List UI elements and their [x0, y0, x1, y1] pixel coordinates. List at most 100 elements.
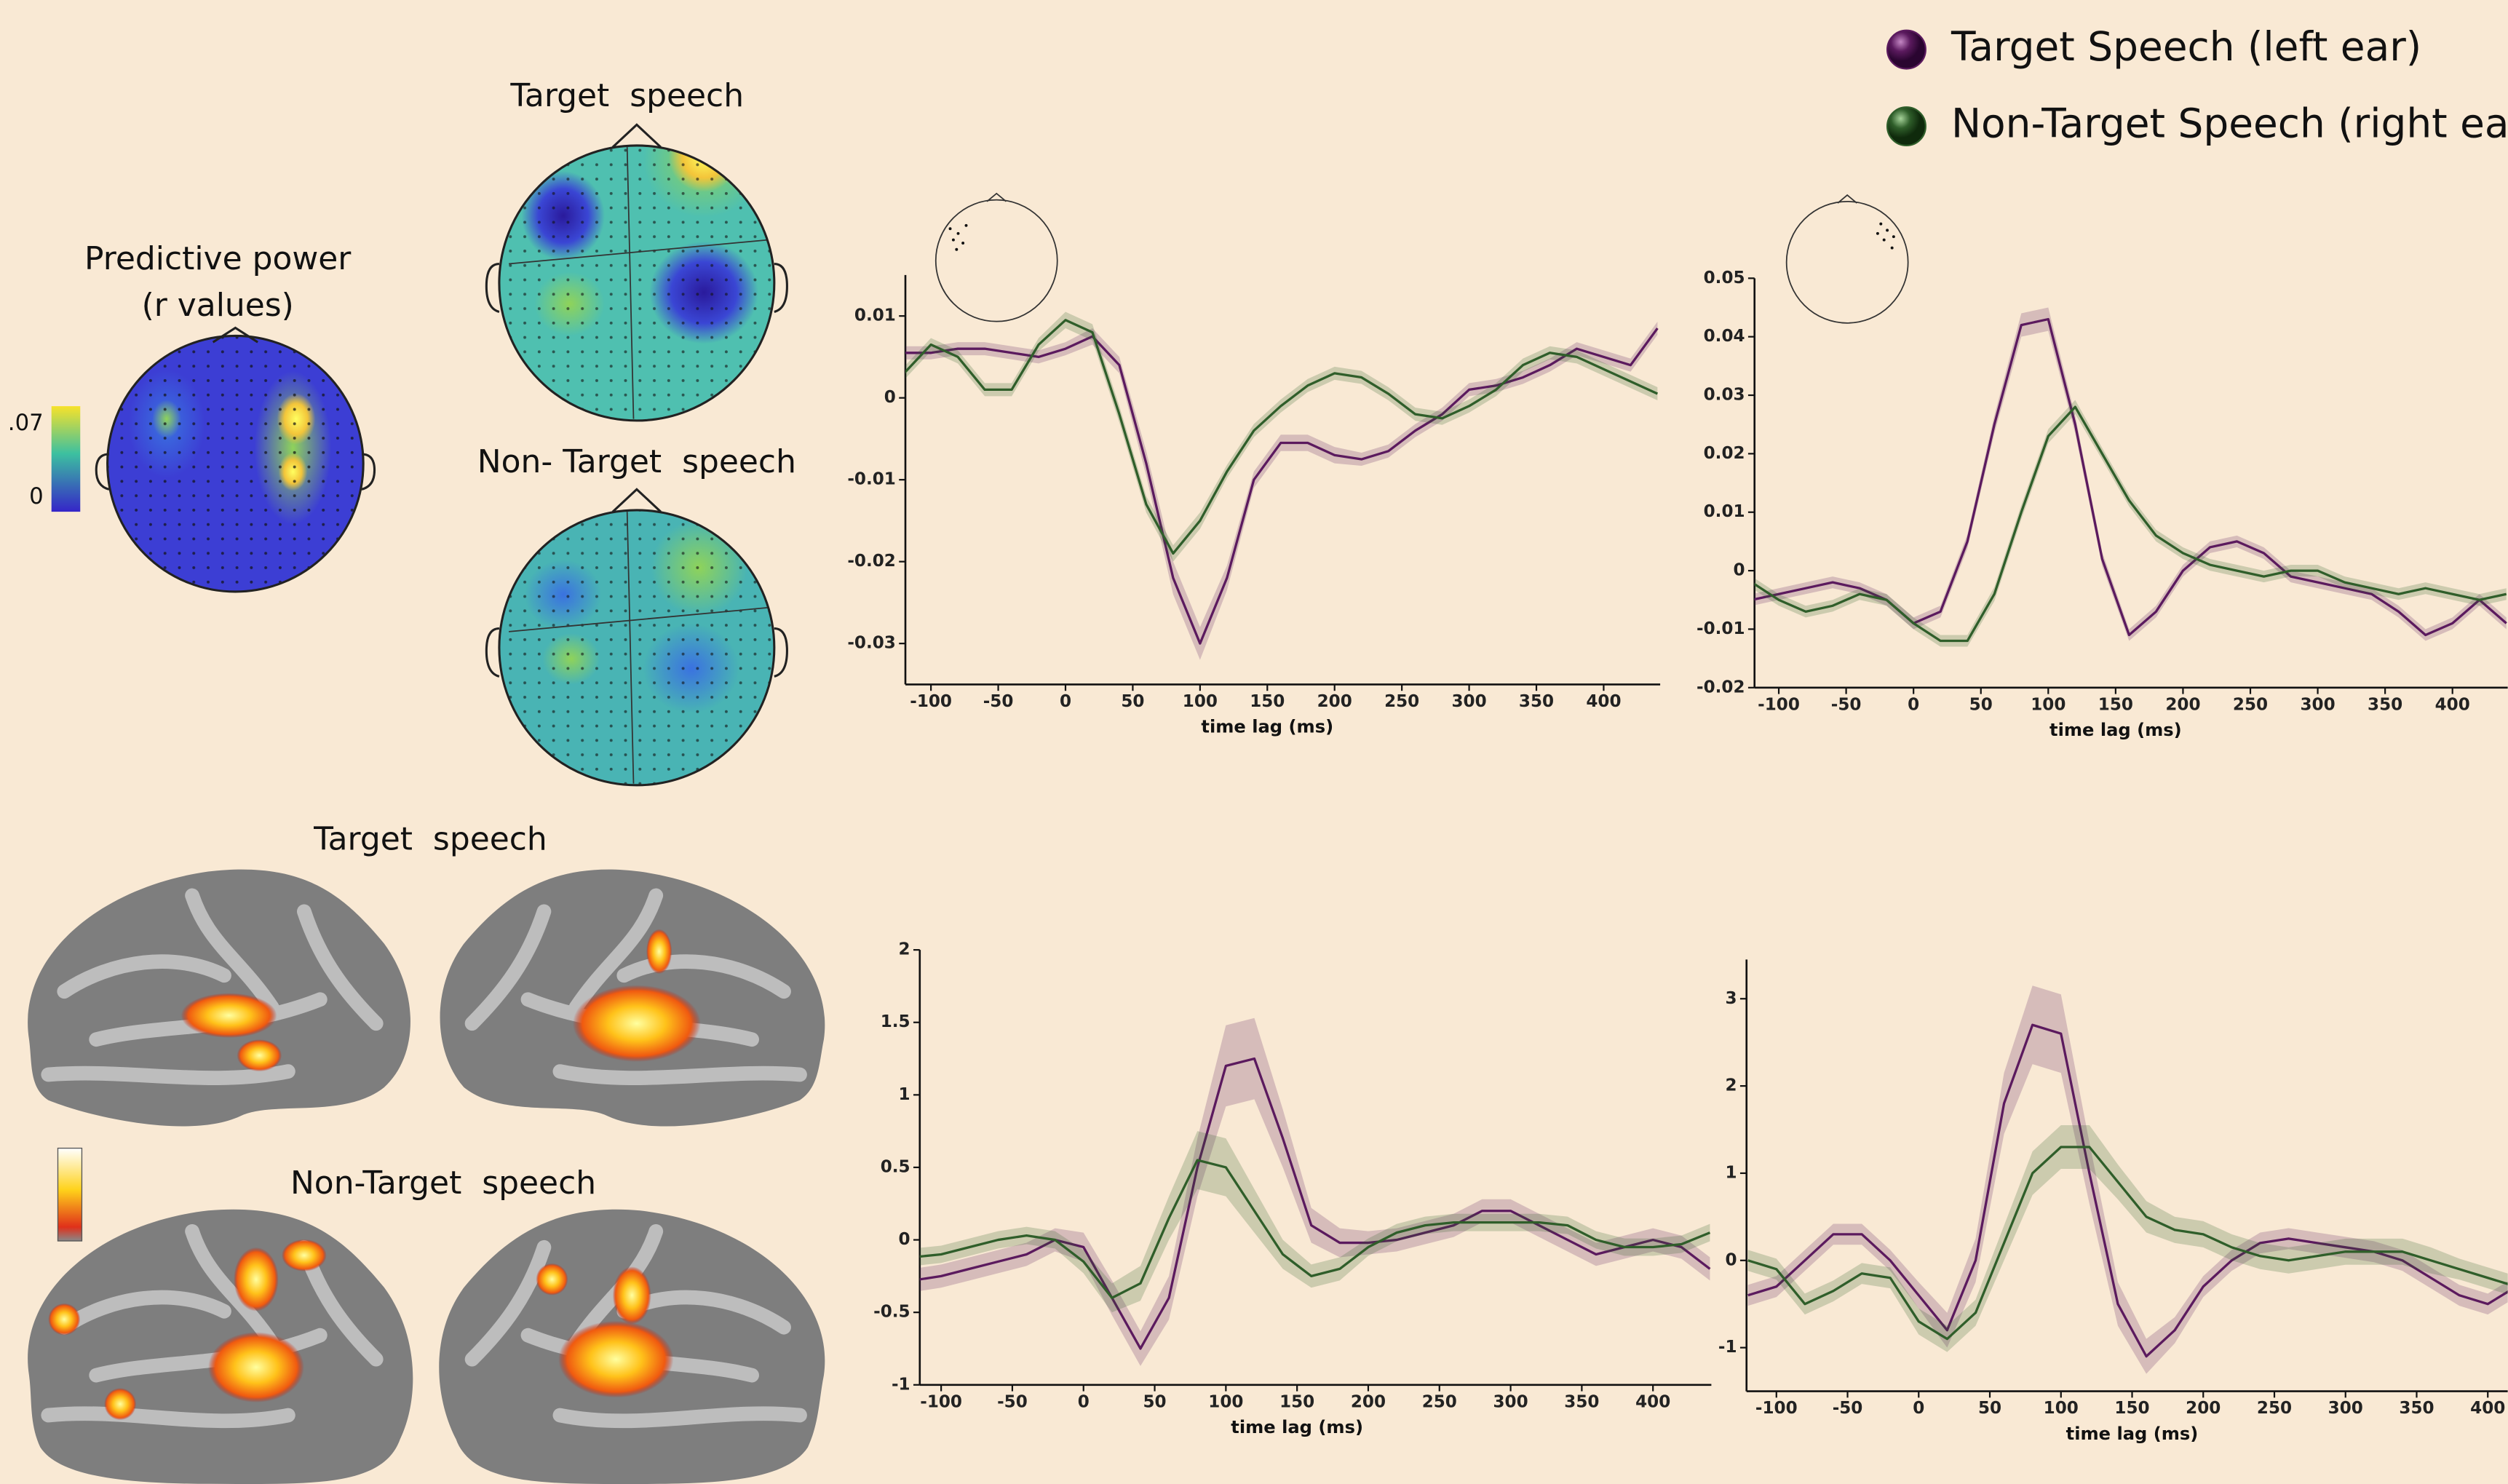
x-tick-label: 0 — [1913, 1399, 1924, 1418]
scalp-map — [499, 510, 774, 785]
figure: Predictive power (r values) Target speec… — [0, 0, 2508, 1484]
x-tick-label: 400 — [2435, 695, 2470, 714]
x-tick-label: 100 — [1208, 1392, 1243, 1411]
x-tick-label: 100 — [2044, 1399, 2079, 1418]
x-tick-label: -50 — [983, 692, 1014, 711]
plot-area — [913, 1018, 1710, 1366]
x-tick-label: 250 — [1384, 692, 1419, 711]
x-tick-label: -100 — [1755, 1399, 1798, 1418]
x-tick-label: -100 — [920, 1392, 962, 1411]
y-tick-label: 0.03 — [1704, 386, 1745, 405]
x-tick-label: 0 — [1078, 1392, 1090, 1411]
brain-title: Target speech — [313, 821, 547, 858]
series-line — [913, 1059, 1710, 1349]
x-tick-label: 300 — [2328, 1399, 2363, 1418]
brain-surface — [28, 870, 410, 1127]
x-tick-label: -100 — [1758, 695, 1800, 714]
y-tick-label: 2 — [899, 940, 910, 959]
scalp-map — [108, 336, 364, 592]
x-tick-label: 350 — [1519, 692, 1554, 711]
x-tick-label: 300 — [1493, 1392, 1528, 1411]
legend-marker — [1887, 31, 1926, 69]
y-tick-label: 1 — [1725, 1163, 1737, 1182]
y-tick-label: 1.5 — [881, 1012, 910, 1031]
colorbar — [57, 1148, 82, 1241]
topomap-title: (r values) — [142, 287, 294, 324]
x-tick-label: 0 — [1060, 692, 1071, 711]
line-chart: -100 -50 0 50 100 150 200 250 300 350 400 2 1.5 1 0.5 0… — [873, 940, 1711, 1437]
legend-marker — [1887, 107, 1926, 146]
electrode-icon — [936, 194, 1908, 323]
plot-area — [1748, 985, 2508, 1373]
x-tick-label: 50 — [1969, 695, 1993, 714]
y-tick-label: 0 — [884, 388, 896, 407]
x-tick-label: -100 — [910, 692, 952, 711]
x-tick-label: -50 — [997, 1392, 1028, 1411]
y-tick-label: -0.02 — [847, 552, 895, 571]
page: Predictive power (r values) Target speec… — [0, 0, 2508, 1484]
target-topomap: Target speech — [486, 77, 787, 421]
x-axis-label: time lag (ms) — [2066, 1424, 2199, 1444]
x-tick-label: 50 — [1121, 692, 1144, 711]
colorbar-tick-label: .07 — [8, 410, 44, 436]
x-tick-label: 350 — [1564, 1392, 1599, 1411]
y-tick-label: 3 — [1725, 989, 1737, 1008]
y-tick-label: -1 — [892, 1375, 910, 1394]
y-tick-label: 0 — [1725, 1250, 1737, 1269]
y-tick-label: -0.01 — [847, 470, 895, 489]
predictive-topomap: Predictive power (r values) — [52, 240, 375, 592]
x-tick-label: 400 — [1586, 692, 1621, 711]
x-tick-label: 250 — [2257, 1399, 2292, 1418]
plot-area — [904, 312, 1657, 660]
x-tick-label: 400 — [1635, 1392, 1670, 1411]
x-tick-label: 300 — [1452, 692, 1487, 711]
error-band — [904, 322, 1657, 660]
x-tick-label: -50 — [1831, 695, 1862, 714]
scalp-map — [499, 103, 774, 421]
brain-surface — [440, 870, 825, 1127]
y-tick-label: 0.04 — [1704, 327, 1745, 346]
x-tick-label: 350 — [2368, 695, 2402, 714]
topomap-title: Predictive power — [84, 240, 352, 277]
x-tick-label: 250 — [1422, 1392, 1457, 1411]
line-chart: -100-500501001502002503003504000.050.040… — [1697, 269, 2508, 740]
x-tick-label: 50 — [1978, 1399, 2001, 1418]
colorbar — [52, 406, 81, 512]
x-tick-label: 400 — [2470, 1399, 2505, 1418]
plot-area — [1752, 307, 2507, 646]
error-band — [913, 1018, 1710, 1366]
nontarget-topomap: Non- Target speech — [477, 443, 796, 785]
y-tick-label: 0.05 — [1704, 269, 1745, 287]
x-tick-label: 200 — [1317, 692, 1352, 711]
x-axis-label: time lag (ms) — [1231, 1417, 1363, 1437]
x-tick-label: 200 — [2165, 695, 2200, 714]
y-tick-label: 0.01 — [1704, 502, 1745, 521]
colorbar-tick-label: 0 — [29, 483, 44, 509]
x-tick-label: 150 — [1279, 1392, 1314, 1411]
x-tick-label: 300 — [2300, 695, 2335, 714]
topomap-title: Non- Target speech — [477, 443, 796, 480]
y-tick-label: 0.01 — [854, 306, 896, 325]
y-tick-label: 1 — [899, 1085, 910, 1104]
x-tick-label: 150 — [1250, 692, 1285, 711]
topomap-title: Target speech — [509, 77, 744, 114]
x-tick-label: 100 — [1183, 692, 1218, 711]
x-tick-label: 50 — [1143, 1392, 1166, 1411]
y-tick-label: 0.02 — [1704, 444, 1745, 463]
y-tick-label: 2 — [1725, 1076, 1737, 1095]
y-tick-label: 0.5 — [881, 1157, 910, 1176]
legend-label: Non-Target Speech (right ear) — [1951, 100, 2508, 147]
y-tick-label: -0.02 — [1697, 678, 1745, 697]
y-tick-label: -0.5 — [873, 1303, 910, 1322]
x-tick-label: 200 — [1351, 1392, 1386, 1411]
x-tick-label: 150 — [2098, 695, 2133, 714]
brain-surface — [439, 1210, 825, 1484]
line-chart: -100 -50 0 50 100 150 200 250 300 350 400 0.01 0 -0.0… — [847, 275, 1660, 737]
brain-title: Non-Target speech — [290, 1164, 596, 1202]
brain-panel: Target speech Non-Target speech — [28, 821, 825, 1484]
y-tick-label: -0.01 — [1697, 619, 1745, 638]
y-tick-label: -1 — [1718, 1338, 1737, 1357]
line-chart: -100-500501001502002503003504003210-1tim… — [1718, 959, 2508, 1444]
y-tick-label: 0 — [899, 1230, 910, 1249]
